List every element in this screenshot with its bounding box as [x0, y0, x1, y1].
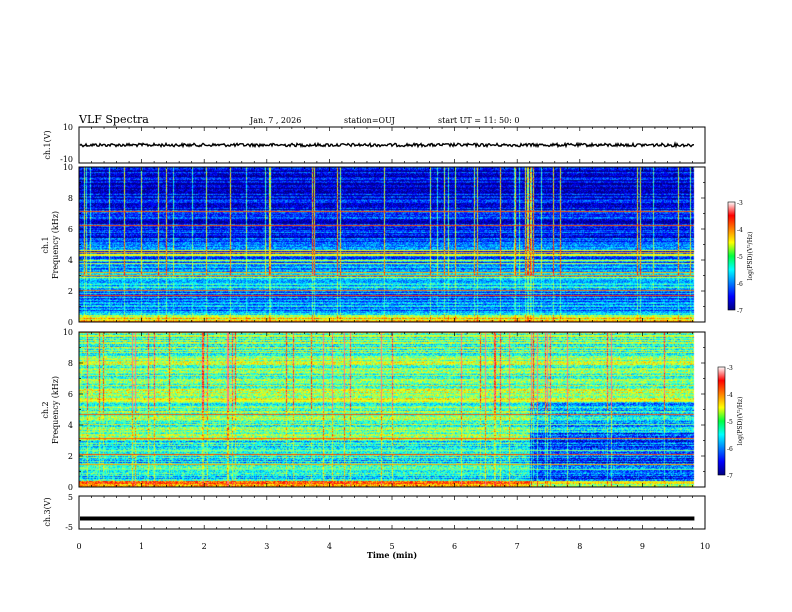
- xtick-0: 0: [76, 542, 81, 551]
- xtick-8: 8: [577, 542, 582, 551]
- ch1-ytick-8: 8: [68, 194, 73, 203]
- ch1-ytick-6: 6: [68, 225, 73, 234]
- start-time-label: start UT = 11: 50: 0: [438, 116, 519, 125]
- ch2-spectrogram-panel: 0 2 4 6 8 10 ch.2 Frequency (kHz) -3 -4 …: [41, 328, 744, 492]
- xtick-9: 9: [640, 542, 645, 551]
- figure-title: VLF Spectra: [78, 113, 149, 126]
- station-label: station=OUJ: [344, 116, 395, 125]
- ch1-cb-tick-m7: -7: [737, 308, 743, 315]
- ch2-ytick-0: 0: [68, 483, 73, 492]
- ch1-ytick-bottom: -10: [60, 155, 73, 164]
- ch1-ytick-2: 2: [68, 287, 73, 296]
- ch2-ytick-8: 8: [68, 359, 73, 368]
- xtick-5: 5: [389, 542, 394, 551]
- ch3-ytick-top: 5: [68, 493, 73, 502]
- ch2-spectrogram-image: [79, 332, 705, 487]
- ch1-cb-tick-m4: -4: [737, 227, 743, 234]
- ch1-waveform-ylabel: ch.1(V): [43, 130, 52, 159]
- xtick-6: 6: [452, 542, 457, 551]
- ch2-spectrogram-yticks: 0 2 4 6 8 10: [63, 328, 73, 492]
- axis-tick-marks: [78, 127, 706, 529]
- ch2-ytick-2: 2: [68, 452, 73, 461]
- ch1-colorbar: [727, 201, 736, 311]
- ch1-spectrogram-yticks: 0 2 4 6 8 10: [63, 163, 73, 327]
- ch1-ytick-10: 10: [63, 163, 73, 172]
- ch2-cb-tick-m7: -7: [727, 473, 733, 480]
- ch3-waveform-frame: [78, 495, 706, 530]
- ch2-ytick-6: 6: [68, 390, 73, 399]
- ch2-cb-tick-m3: -3: [727, 365, 733, 372]
- xtick-2: 2: [202, 542, 207, 551]
- ch1-cb-tick-m3: -3: [737, 200, 743, 207]
- xtick-4: 4: [327, 542, 332, 551]
- xtick-3: 3: [264, 542, 269, 551]
- ch3-waveform-ylabel: ch.3(V): [43, 497, 52, 526]
- ch1-channel-label: ch.1: [41, 236, 50, 253]
- xtick-1: 1: [139, 542, 144, 551]
- xtick-10: 10: [700, 542, 710, 551]
- ch1-colorbar-label: log(PSD)(V²/Hz): [747, 232, 754, 281]
- ch3-ytick-bottom: -5: [65, 523, 73, 532]
- time-axis: 0 1 2 3 4 5 6 7 8 9 10 Time (min): [76, 542, 710, 560]
- ch1-spectrogram-image: [79, 167, 705, 322]
- ch1-spectrogram-panel: 0 2 4 6 8 10 ch.1 Frequency (kHz) -3 -4 …: [41, 163, 754, 327]
- time-axis-label: Time (min): [367, 550, 417, 560]
- ch1-ytick-0: 0: [68, 318, 73, 327]
- ch1-ytick-top: 10: [63, 123, 73, 132]
- ch3-waveform-panel: 5 -5 ch.3(V): [43, 493, 706, 532]
- xtick-7: 7: [515, 542, 520, 551]
- ch2-cb-tick-m5: -5: [727, 419, 733, 426]
- ch1-waveform-trace: [79, 141, 695, 149]
- ch2-frequency-label: Frequency (kHz): [51, 376, 60, 444]
- ch1-frequency-label: Frequency (kHz): [51, 211, 60, 279]
- ch2-cb-tick-m6: -6: [727, 446, 733, 453]
- date-label: Jan. 7 , 2026: [249, 116, 301, 125]
- ch2-channel-label: ch.2: [41, 401, 50, 418]
- ch1-waveform-panel: 10 -10 ch.1(V): [43, 123, 706, 164]
- ch2-ytick-10: 10: [63, 328, 73, 337]
- ch1-ytick-4: 4: [68, 256, 73, 265]
- ch2-colorbar: [717, 366, 726, 476]
- ch2-colorbar-label: log(PSD)(V²/Hz): [737, 397, 744, 446]
- ch1-cb-tick-m6: -6: [737, 281, 743, 288]
- ch1-cb-tick-m5: -5: [737, 254, 743, 261]
- ch2-cb-tick-m4: -4: [727, 392, 733, 399]
- ch2-ytick-4: 4: [68, 421, 73, 430]
